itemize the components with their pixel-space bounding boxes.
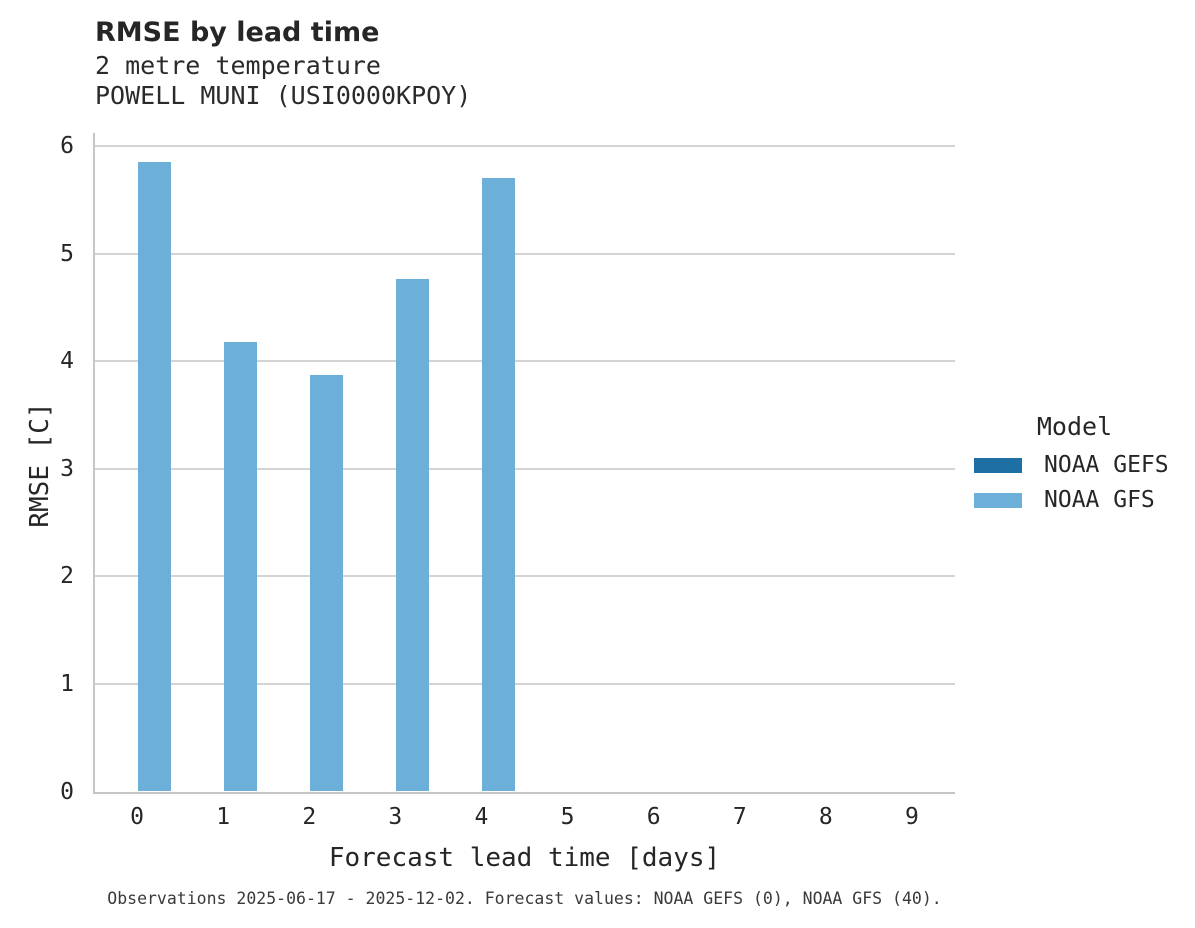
subtitle-station: POWELL MUNI (USI0000KPOY) (95, 81, 472, 110)
legend-swatch-noaa-gefs (974, 457, 1022, 473)
bar-noaa-gfs-lead-4 (482, 178, 516, 792)
chart-title: RMSE by lead time (95, 17, 380, 48)
gridline-y-1 (94, 682, 955, 685)
legend: Model NOAA GEFS NOAA GFS (962, 412, 1187, 524)
y-tick-5: 5 (60, 240, 74, 267)
x-tick-3: 3 (388, 804, 403, 830)
x-tick-0: 0 (130, 804, 144, 830)
gridline-y-3 (94, 467, 955, 470)
legend-title: Model (1036, 412, 1113, 441)
x-axis-label: Forecast lead time [days] (328, 843, 721, 873)
subtitle-variable: 2 metre temperature (95, 51, 381, 80)
bar-noaa-gfs-lead-0 (137, 162, 171, 792)
bar-noaa-gfs-lead-1 (223, 341, 257, 792)
bar-noaa-gfs-lead-2 (309, 375, 343, 792)
x-axis-spine (94, 791, 955, 794)
legend-label-noaa-gfs: NOAA GFS (1044, 487, 1155, 513)
y-tick-6: 6 (60, 133, 74, 159)
caption: Observations 2025-06-17 - 2025-12-02. Fo… (107, 889, 942, 908)
y-tick-1: 1 (60, 670, 74, 697)
x-tick-1: 1 (216, 804, 231, 830)
y-axis-spine (92, 133, 95, 794)
legend-item-noaa-gfs: NOAA GFS (962, 487, 1187, 513)
x-tick-7: 7 (732, 804, 747, 830)
x-tick-8: 8 (818, 804, 833, 830)
x-tick-4: 4 (474, 804, 489, 830)
gridline-y-5 (94, 252, 955, 255)
legend-label-noaa-gefs: NOAA GEFS (1044, 452, 1169, 478)
x-tick-2: 2 (302, 804, 317, 830)
y-tick-4: 4 (60, 348, 74, 375)
y-tick-0: 0 (60, 778, 74, 805)
x-tick-6: 6 (646, 804, 661, 830)
y-tick-3: 3 (60, 455, 74, 482)
gridline-y-2 (94, 575, 955, 578)
y-tick-2: 2 (60, 563, 74, 590)
chart-subtitle: 2 metre temperature POWELL MUNI (USI0000K… (95, 51, 471, 111)
x-tick-5: 5 (560, 804, 575, 830)
gridline-y-6 (94, 145, 955, 147)
bar-noaa-gfs-lead-3 (396, 279, 430, 792)
legend-swatch-noaa-gfs (974, 492, 1022, 508)
legend-item-noaa-gefs: NOAA GEFS (962, 452, 1187, 478)
gridline-y-4 (94, 360, 955, 363)
x-tick-9: 9 (905, 804, 919, 830)
